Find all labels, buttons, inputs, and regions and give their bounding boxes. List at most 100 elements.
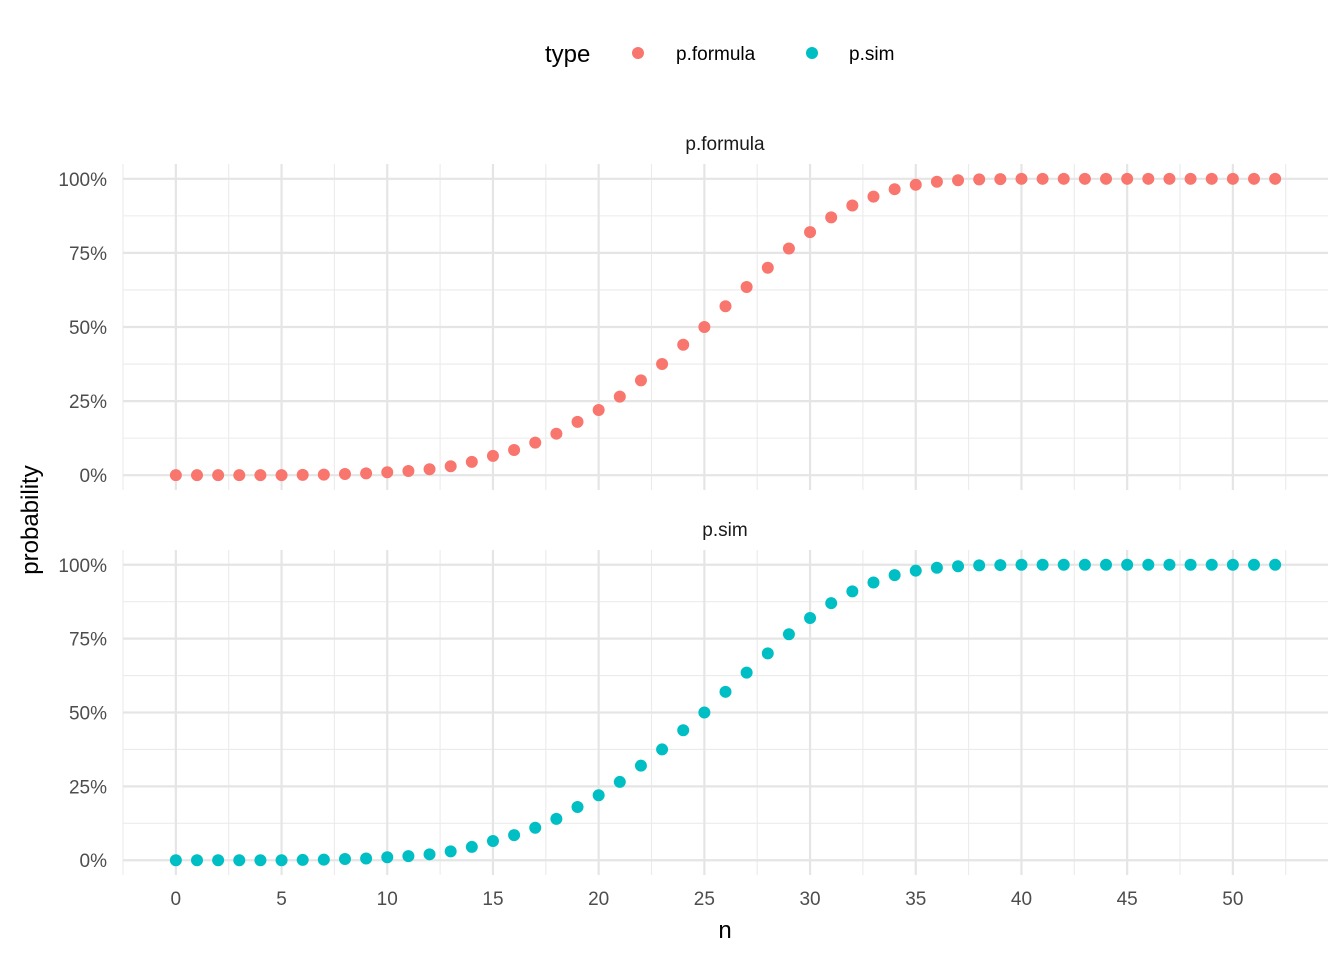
data-point bbox=[740, 666, 753, 679]
x-axis-title: n bbox=[718, 917, 731, 944]
data-point bbox=[1121, 558, 1134, 571]
data-point bbox=[571, 801, 584, 814]
data-point bbox=[634, 759, 647, 772]
data-point bbox=[1163, 558, 1176, 571]
data-point bbox=[677, 338, 690, 351]
data-point bbox=[381, 851, 394, 864]
data-point bbox=[465, 840, 478, 853]
legend-key-p-formula bbox=[632, 47, 644, 59]
data-point bbox=[761, 261, 774, 274]
data-point bbox=[656, 743, 669, 756]
data-point bbox=[592, 403, 605, 416]
x-tick-label: 20 bbox=[588, 889, 609, 910]
y-tick-label: 75% bbox=[69, 244, 107, 265]
x-tick-label: 10 bbox=[377, 889, 398, 910]
x-tick-label: 50 bbox=[1222, 889, 1243, 910]
data-point bbox=[698, 706, 711, 719]
legend-label-p-formula: p.formula bbox=[676, 44, 756, 65]
data-point bbox=[1015, 172, 1028, 185]
data-point bbox=[233, 469, 246, 482]
data-point bbox=[444, 460, 457, 473]
data-point bbox=[254, 469, 267, 482]
data-point bbox=[1078, 172, 1091, 185]
data-points bbox=[169, 558, 1282, 867]
x-tick-label: 15 bbox=[482, 889, 503, 910]
data-point bbox=[317, 468, 330, 481]
x-tick-label: 0 bbox=[171, 889, 182, 910]
data-point bbox=[719, 685, 732, 698]
data-point bbox=[1248, 172, 1261, 185]
data-point bbox=[508, 443, 521, 456]
grid-lines bbox=[122, 550, 1328, 875]
legend: type p.formula p.sim bbox=[545, 41, 894, 68]
data-point bbox=[973, 173, 986, 186]
data-point bbox=[973, 559, 986, 572]
data-point bbox=[423, 463, 436, 476]
data-point bbox=[930, 561, 943, 574]
data-point bbox=[1057, 558, 1070, 571]
data-point bbox=[1184, 558, 1197, 571]
data-point bbox=[782, 628, 795, 641]
data-point bbox=[825, 597, 838, 610]
data-point bbox=[1036, 558, 1049, 571]
data-point bbox=[254, 854, 267, 867]
data-point bbox=[486, 449, 499, 462]
y-tick-label: 25% bbox=[69, 392, 107, 413]
data-point bbox=[952, 174, 965, 187]
data-point bbox=[804, 226, 817, 239]
data-point bbox=[465, 455, 478, 468]
y-tick-label: 25% bbox=[69, 777, 107, 798]
data-point bbox=[486, 835, 499, 848]
data-points bbox=[169, 172, 1282, 482]
data-point bbox=[423, 848, 436, 861]
data-point bbox=[529, 436, 542, 449]
data-point bbox=[1269, 558, 1282, 571]
data-point bbox=[1100, 558, 1113, 571]
data-point bbox=[888, 569, 901, 582]
data-point bbox=[825, 211, 838, 224]
data-point bbox=[867, 190, 880, 203]
data-point bbox=[275, 469, 288, 482]
data-point bbox=[1269, 172, 1282, 185]
data-point bbox=[613, 390, 626, 403]
data-point bbox=[402, 850, 415, 863]
y-tick-label: 100% bbox=[58, 556, 107, 577]
data-point bbox=[402, 465, 415, 478]
data-point bbox=[296, 468, 309, 481]
data-point bbox=[169, 854, 182, 867]
grid-lines bbox=[122, 164, 1328, 490]
data-point bbox=[317, 853, 330, 866]
data-point bbox=[296, 853, 309, 866]
y-tick-label: 0% bbox=[80, 466, 108, 487]
data-point bbox=[1205, 558, 1218, 571]
data-point bbox=[190, 854, 203, 867]
y-tick-labels: 0% 25% 50% 75% 100% bbox=[58, 170, 107, 487]
data-point bbox=[508, 829, 521, 842]
y-tick-label: 50% bbox=[69, 318, 107, 339]
data-point bbox=[1142, 172, 1155, 185]
data-point bbox=[592, 789, 605, 802]
data-point bbox=[233, 854, 246, 867]
y-tick-label: 75% bbox=[69, 630, 107, 651]
y-tick-label: 50% bbox=[69, 704, 107, 725]
data-point bbox=[782, 242, 795, 255]
facet-panel-p-formula: p.formula 0% 25% 50% 75% 100% bbox=[58, 134, 1328, 490]
data-point bbox=[1184, 172, 1197, 185]
x-tick-label: 40 bbox=[1011, 889, 1032, 910]
x-tick-label: 25 bbox=[694, 889, 715, 910]
data-point bbox=[529, 821, 542, 834]
data-point bbox=[634, 374, 647, 387]
data-point bbox=[1015, 558, 1028, 571]
data-point bbox=[338, 853, 351, 866]
data-point bbox=[381, 466, 394, 479]
legend-title: type bbox=[545, 41, 590, 68]
legend-label-p-sim: p.sim bbox=[849, 44, 894, 65]
data-point bbox=[804, 611, 817, 624]
data-point bbox=[550, 427, 563, 440]
facet-strip-label: p.sim bbox=[702, 520, 747, 541]
data-point bbox=[698, 321, 711, 333]
data-point bbox=[1226, 558, 1239, 571]
data-point bbox=[212, 854, 225, 867]
data-point bbox=[761, 647, 774, 660]
